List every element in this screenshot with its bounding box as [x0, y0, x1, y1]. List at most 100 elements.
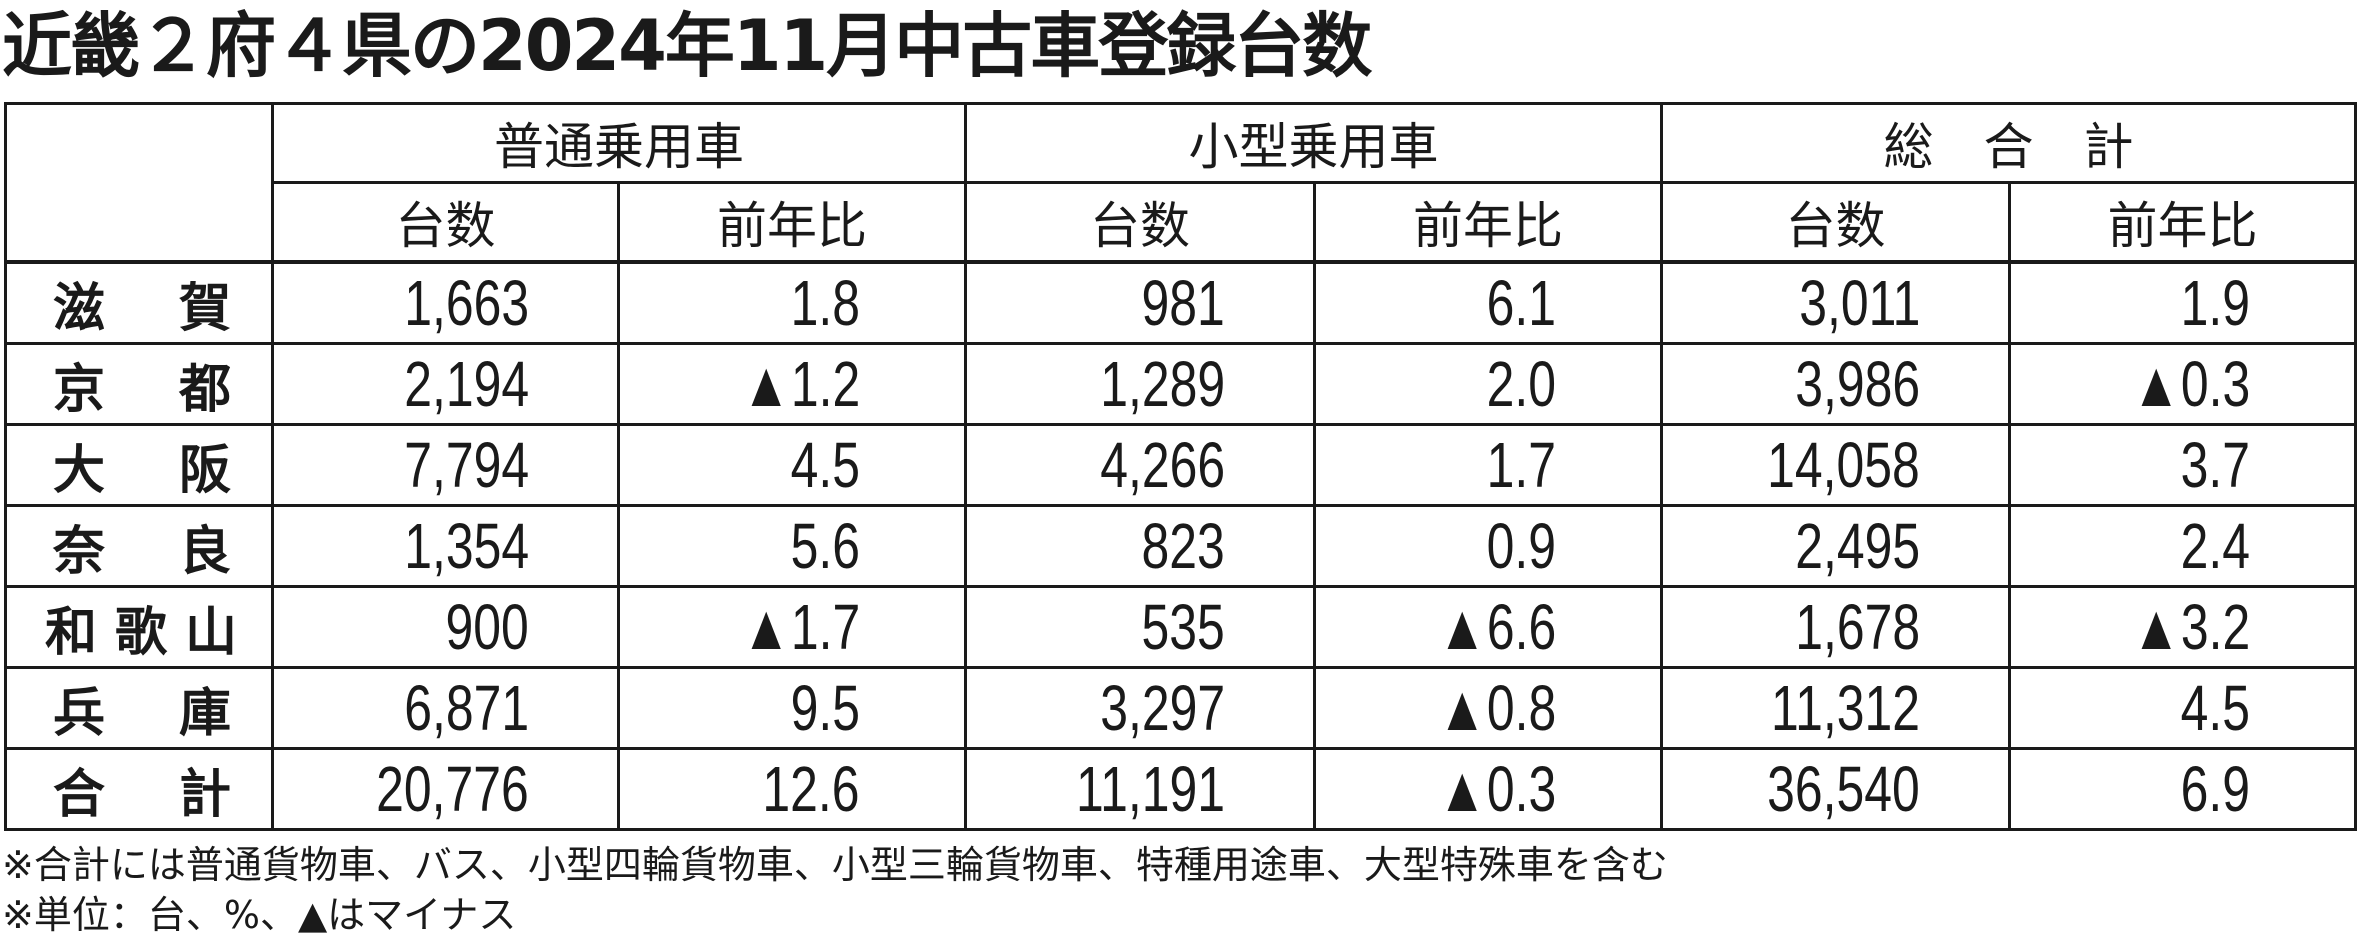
cell-value: 4.5 [790, 428, 860, 501]
yoy-cell: ▲0.3 [1313, 747, 1663, 831]
cell-value: 2.0 [1486, 347, 1556, 420]
cell-value: 1.8 [790, 266, 860, 339]
corner-cell [4, 102, 274, 264]
prefecture-cell: 大阪 [4, 423, 274, 507]
prefecture-cell: 奈良 [4, 504, 274, 588]
sub-header: 前年比 [1313, 181, 1663, 264]
yoy-cell: 0.9 [1313, 504, 1663, 588]
cell-value: 11,312 [1771, 671, 1920, 744]
cell-value: 1,289 [1100, 347, 1225, 420]
cell-value: 14,058 [1767, 428, 1920, 501]
cell-value: ▲1.7 [741, 590, 860, 663]
yoy-cell: 6.1 [1313, 260, 1663, 345]
group-header: 普通乗用車 [271, 102, 967, 184]
page-title: 近畿２府４県の2024年11月中古車登録台数 [2, 5, 1372, 87]
count-cell: 3,011 [1660, 260, 2011, 345]
cell-value: 535 [1141, 590, 1225, 663]
yoy-cell: ▲0.8 [1313, 666, 1663, 750]
table-row: 京都 2,194 ▲1.2 1,289 2.0 3,986 ▲0.3 [4, 342, 2357, 426]
count-cell: 1,663 [271, 260, 620, 345]
yoy-cell: ▲0.3 [2008, 342, 2357, 426]
footnotes: ※合計には普通貨物車、バス、小型四輪貨物車、小型三輪貨物車、特種用途車、大型特殊… [2, 840, 1668, 940]
table-row: 大阪 7,794 4.5 4,266 1.7 14,058 3.7 [4, 423, 2357, 507]
yoy-cell: 5.6 [617, 504, 967, 588]
cell-value: 11,191 [1076, 752, 1225, 825]
cell-value: 6,871 [404, 671, 529, 744]
group-header: 総 合 計 [1660, 102, 2357, 184]
cell-value: 1,354 [404, 509, 529, 582]
cell-value: 5.6 [790, 509, 860, 582]
prefecture-cell: 京都 [4, 342, 274, 426]
count-cell: 1,354 [271, 504, 620, 588]
table-row: 和歌山 900 ▲1.7 535 ▲6.6 1,678 ▲3.2 [4, 585, 2357, 669]
count-cell: 2,495 [1660, 504, 2011, 588]
cell-value: 3,011 [1798, 266, 1920, 339]
yoy-cell: 12.6 [617, 747, 967, 831]
prefecture-cell: 和歌山 [4, 585, 274, 669]
cell-value: 4,266 [1100, 428, 1225, 501]
cell-value: 1.9 [2180, 266, 2250, 339]
cell-value: ▲0.8 [1437, 671, 1556, 744]
table-row: 滋賀 1,663 1.8 981 6.1 3,011 1.9 [4, 260, 2357, 345]
sub-header: 台数 [1660, 181, 2011, 264]
yoy-cell: 1.8 [617, 260, 967, 345]
yoy-cell: 1.7 [1313, 423, 1663, 507]
count-cell: 20,776 [271, 747, 620, 831]
footnote: ※合計には普通貨物車、バス、小型四輪貨物車、小型三輪貨物車、特種用途車、大型特殊… [2, 843, 1668, 887]
count-cell: 14,058 [1660, 423, 2011, 507]
sub-header-row: 台数 前年比 台数 前年比 台数 前年比 [6, 181, 2357, 264]
count-cell: 11,312 [1660, 666, 2011, 750]
cell-value: ▲0.3 [2131, 347, 2250, 420]
count-cell: 823 [964, 504, 1316, 588]
cell-value: 1,663 [404, 266, 529, 339]
table-row: 兵庫 6,871 9.5 3,297 ▲0.8 11,312 4.5 [4, 666, 2357, 750]
cell-value: ▲1.2 [741, 347, 860, 420]
yoy-cell: 6.9 [2008, 747, 2357, 831]
count-cell: 36,540 [1660, 747, 2011, 831]
cell-value: 36,540 [1767, 752, 1920, 825]
cell-value: 4.5 [2180, 671, 2250, 744]
sub-header: 前年比 [617, 181, 967, 264]
yoy-cell: 4.5 [617, 423, 967, 507]
count-cell: 6,871 [271, 666, 620, 750]
cell-value: 2,495 [1795, 509, 1920, 582]
yoy-cell: 3.7 [2008, 423, 2357, 507]
table-row: 奈良 1,354 5.6 823 0.9 2,495 2.4 [4, 504, 2357, 588]
yoy-cell: ▲3.2 [2008, 585, 2357, 669]
cell-value: 981 [1141, 266, 1225, 339]
yoy-cell: 9.5 [617, 666, 967, 750]
registration-table: 普通乗用車 小型乗用車 総 合 計 台数 前年比 台数 前年比 台数 前年比 滋… [4, 102, 2357, 831]
count-cell: 4,266 [964, 423, 1316, 507]
cell-value: 823 [1141, 509, 1225, 582]
cell-value: 2.4 [2180, 509, 2250, 582]
sub-header: 台数 [964, 181, 1316, 264]
cell-value: ▲3.2 [2131, 590, 2250, 663]
yoy-cell: ▲1.7 [617, 585, 967, 669]
footnote: ※単位：台、%、▲はマイナス [2, 893, 517, 937]
cell-value: 6.9 [2180, 752, 2250, 825]
sub-header: 前年比 [2008, 181, 2357, 264]
yoy-cell: ▲6.6 [1313, 585, 1663, 669]
sub-header: 台数 [271, 181, 620, 264]
prefecture-cell: 兵庫 [4, 666, 274, 750]
cell-value: 2,194 [404, 347, 529, 420]
count-cell: 535 [964, 585, 1316, 669]
yoy-cell: 2.4 [2008, 504, 2357, 588]
yoy-cell: ▲1.2 [617, 342, 967, 426]
count-cell: 1,678 [1660, 585, 2011, 669]
count-cell: 981 [964, 260, 1316, 345]
cell-value: 3,986 [1795, 347, 1920, 420]
prefecture-cell: 滋賀 [4, 260, 274, 345]
cell-value: 6.1 [1486, 266, 1556, 339]
count-cell: 7,794 [271, 423, 620, 507]
prefecture-cell: 合計 [4, 747, 274, 831]
count-cell: 900 [271, 585, 620, 669]
cell-value: 20,776 [376, 752, 529, 825]
cell-value: 12.6 [762, 752, 860, 825]
table-row: 合計 20,776 12.6 11,191 ▲0.3 36,540 6.9 [4, 747, 2357, 831]
cell-value: 7,794 [404, 428, 529, 501]
yoy-cell: 4.5 [2008, 666, 2357, 750]
count-cell: 2,194 [271, 342, 620, 426]
count-cell: 1,289 [964, 342, 1316, 426]
cell-value: ▲6.6 [1437, 590, 1556, 663]
